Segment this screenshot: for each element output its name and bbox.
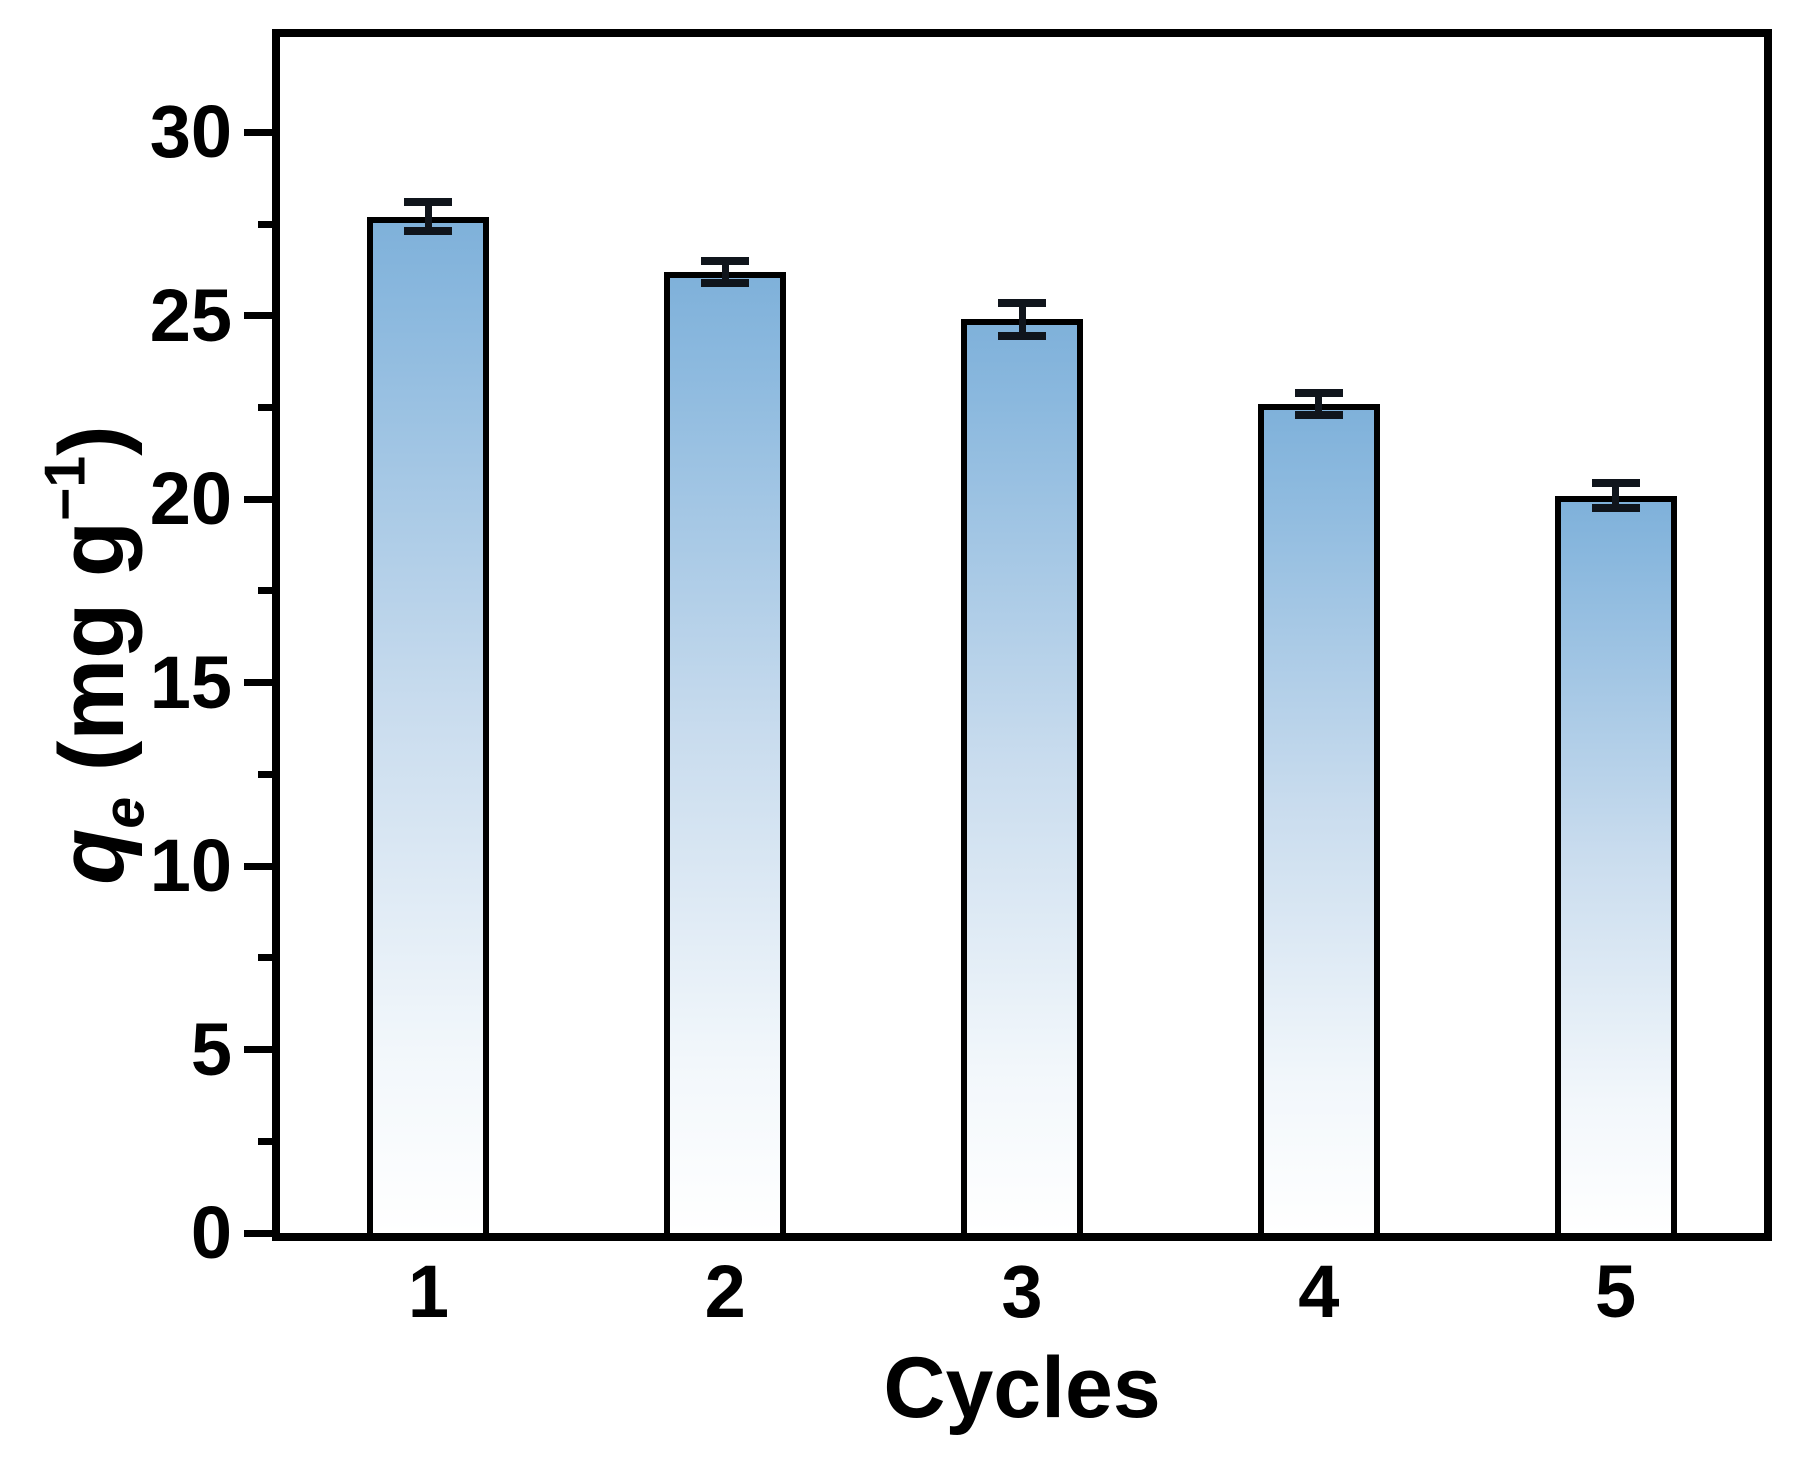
y-axis-minor-tick (258, 587, 272, 595)
x-axis-tick-label: 3 (1001, 1250, 1043, 1333)
error-bar-whisker (1018, 302, 1026, 336)
y-axis-major-tick (244, 312, 272, 320)
error-bar-whisker (424, 202, 432, 232)
y-axis-title: qe (mg g−1) (20, 425, 171, 885)
bar-cycle-3 (961, 319, 1083, 1233)
y-axis-minor-tick (258, 1137, 272, 1145)
bar-cycle-1 (367, 217, 490, 1233)
y-axis-title-exponent: −1 (33, 455, 98, 521)
error-bar-cap-bottom (404, 227, 453, 236)
error-bar-whisker (1612, 482, 1620, 509)
x-axis-tick-label: 5 (1595, 1250, 1637, 1333)
bar-cycle-5 (1554, 496, 1677, 1233)
error-bar-whisker (1315, 392, 1323, 415)
bar-cycle-2 (664, 272, 787, 1233)
y-axis-major-tick (244, 128, 272, 136)
error-bar-cap-bottom (701, 278, 750, 287)
y-axis-minor-tick (258, 770, 272, 778)
error-bar-cap-top (998, 298, 1046, 307)
y-axis-minor-tick (258, 220, 272, 228)
error-bar-cap-top (1591, 478, 1640, 487)
y-axis-minor-tick (258, 404, 272, 412)
error-bar-cap-bottom (1294, 410, 1343, 419)
y-axis-tick-label: 0 (190, 1191, 232, 1274)
y-axis-major-tick (244, 1229, 272, 1237)
x-axis-title: Cycles (883, 1340, 1161, 1436)
error-bar-cap-top (1294, 388, 1343, 397)
x-axis-tick-label: 1 (407, 1250, 449, 1333)
error-bar-cap-top (404, 198, 453, 207)
error-bar-whisker (721, 260, 729, 283)
y-axis-major-tick (244, 862, 272, 870)
error-bar-cap-top (701, 256, 750, 265)
x-axis-tick-label: 2 (704, 1250, 746, 1333)
y-axis-major-tick (244, 495, 272, 503)
y-axis-tick-label: 25 (149, 273, 232, 357)
y-axis-tick-label: 20 (149, 457, 232, 541)
y-axis-tick-label: 30 (149, 90, 232, 174)
y-axis-tick-label: 15 (149, 640, 232, 724)
error-bar-cap-bottom (998, 332, 1046, 340)
y-axis-minor-tick (258, 954, 272, 962)
y-axis-title-subscript: e (92, 796, 157, 829)
y-axis-title-units-open: (mg g (41, 520, 144, 797)
error-bar-cap-bottom (1591, 504, 1640, 513)
y-axis-tick-label: 5 (190, 1007, 232, 1091)
x-axis-tick-label: 4 (1298, 1250, 1340, 1333)
y-axis-title-symbol: q (41, 828, 144, 885)
bar-cycle-4 (1257, 404, 1380, 1233)
y-axis-major-tick (244, 1046, 272, 1054)
plot-area: Cycles 0 5 10 15 20 25 30 1 2 3 4 5 (150, 29, 1772, 1431)
y-axis-title-units-close: ) (41, 425, 144, 456)
y-axis-tick-label: 10 (149, 824, 232, 908)
y-axis-major-tick (244, 679, 272, 687)
